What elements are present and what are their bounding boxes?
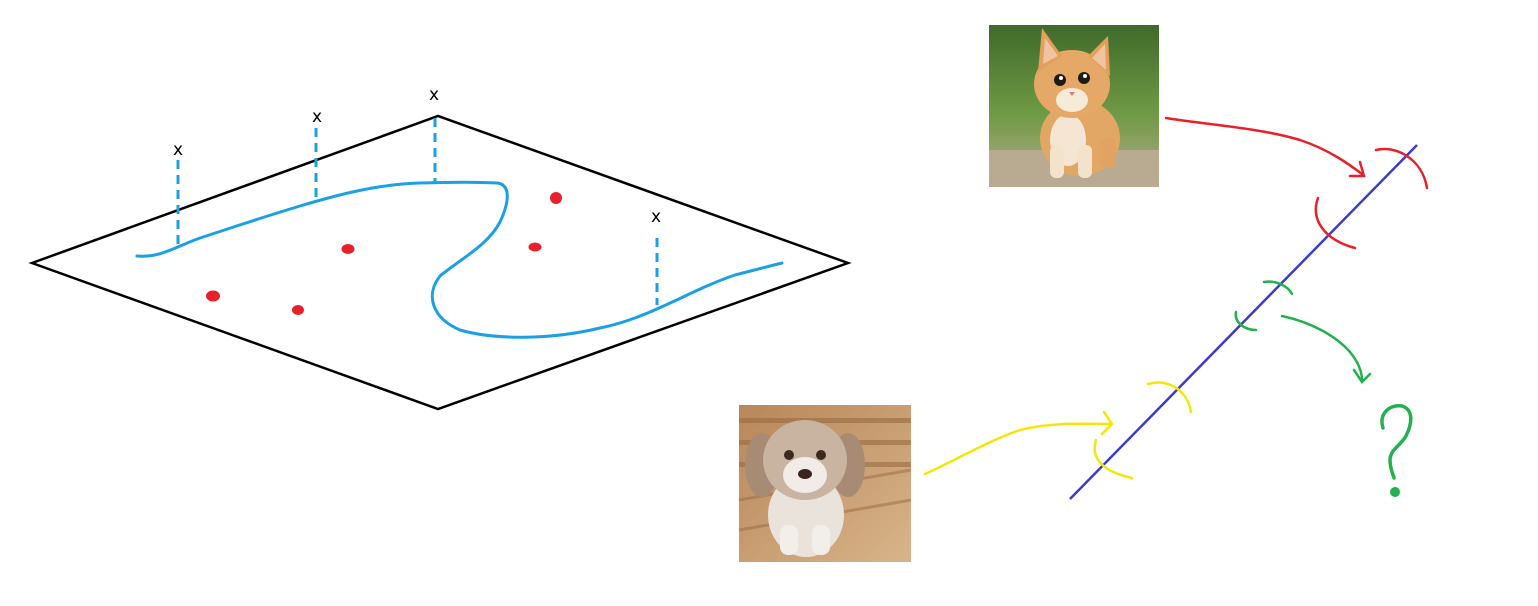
dog-arrow [923, 381, 1193, 480]
marker-x-label: x [173, 140, 183, 160]
data-point [206, 290, 220, 302]
manifold-diagram: x x x x [28, 85, 852, 411]
manifold-curve [135, 180, 784, 339]
data-point [550, 192, 562, 204]
data-point [341, 244, 355, 254]
cat-photo [989, 25, 1159, 187]
marker-x-label: x [651, 207, 661, 227]
marker-x-label: x [312, 107, 322, 127]
marker-x-label: x [429, 85, 439, 105]
data-point [528, 242, 542, 252]
unknown-arrow [1234, 280, 1372, 384]
dog-photo [738, 405, 912, 562]
plane-outline [28, 114, 852, 411]
projection-line [1069, 144, 1418, 500]
data-point [292, 305, 304, 315]
question-mark-icon [1380, 403, 1413, 497]
cat-arrow [1164, 116, 1429, 250]
